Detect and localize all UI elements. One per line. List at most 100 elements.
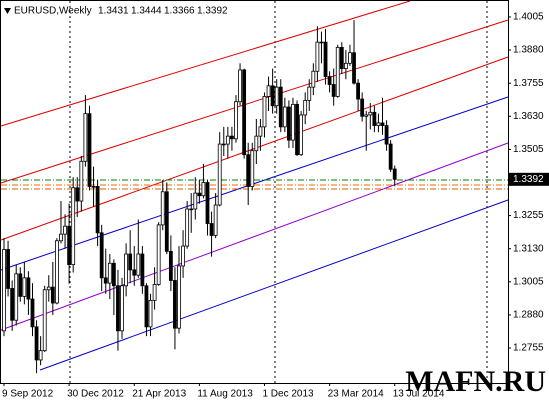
candle-body xyxy=(364,114,369,117)
candle-body xyxy=(164,191,169,252)
candle-body xyxy=(173,280,177,329)
candle-body xyxy=(14,273,19,321)
candle-body xyxy=(376,122,381,126)
candle-body xyxy=(10,288,15,321)
price-label: 1.3392 xyxy=(513,174,544,185)
candle-body xyxy=(120,285,124,332)
candle-body xyxy=(87,113,92,187)
candle-body xyxy=(291,103,295,141)
candle-body xyxy=(270,85,275,107)
period-separators xyxy=(69,1,488,383)
candle-body xyxy=(185,208,190,247)
x-tick-label: 9 Sep 2012 xyxy=(2,389,54,400)
watermark: MAFN.RU xyxy=(405,365,546,398)
candle-body xyxy=(75,187,80,202)
channel-line xyxy=(0,142,509,331)
candle-body xyxy=(303,99,308,116)
x-tick-label: 30 Dec 2012 xyxy=(67,389,124,400)
candle-body xyxy=(282,106,287,128)
candles xyxy=(2,20,397,374)
candle-body xyxy=(6,249,10,289)
candle-body xyxy=(140,253,145,287)
candle-body xyxy=(262,96,267,128)
candle-body xyxy=(384,125,389,145)
candle-body xyxy=(50,286,55,304)
candle-body xyxy=(116,285,120,332)
channels xyxy=(0,0,509,371)
candle-body xyxy=(246,154,251,187)
candle-body xyxy=(380,122,385,126)
candle-body xyxy=(315,41,320,72)
candle-body xyxy=(388,143,393,170)
candle-body xyxy=(335,47,340,97)
candle-body xyxy=(177,265,181,329)
candle-body xyxy=(91,186,96,188)
candle-body xyxy=(124,253,128,287)
y-tick-label: 1.3505 xyxy=(513,144,544,155)
candle-body xyxy=(352,52,356,84)
candle-body xyxy=(181,245,185,267)
x-tick-label: 11 Aug 2013 xyxy=(197,389,253,400)
header-high: 1.3444 xyxy=(131,6,162,17)
candle-body xyxy=(168,250,173,281)
y-tick-label: 1.3005 xyxy=(513,276,544,287)
candle-body xyxy=(34,326,39,361)
channel-line xyxy=(0,96,509,271)
header-low: 1.3366 xyxy=(164,6,195,17)
candle-body xyxy=(160,191,165,226)
y-tick-label: 1.3630 xyxy=(513,111,544,122)
candle-body xyxy=(238,69,242,103)
candle-body xyxy=(201,182,206,197)
candle-body xyxy=(307,86,312,101)
price-label-box xyxy=(508,172,549,186)
candle-body xyxy=(148,299,153,328)
chart-title: EURUSD,Weekly xyxy=(14,6,92,17)
candle-body xyxy=(71,187,76,266)
candle-body xyxy=(2,249,6,332)
candle-body xyxy=(225,135,230,145)
candle-body xyxy=(26,277,31,300)
candle-body xyxy=(128,253,133,271)
candle-body xyxy=(22,277,27,297)
candle-body xyxy=(343,62,348,70)
candle-body xyxy=(348,52,352,64)
candle-body xyxy=(331,84,336,97)
candle-body xyxy=(79,160,84,202)
candle-body xyxy=(55,240,59,304)
y-tick-label: 1.2755 xyxy=(513,343,544,354)
candle-body xyxy=(156,224,161,285)
candle-body xyxy=(38,350,43,361)
candle-body xyxy=(327,76,332,85)
candle-body xyxy=(274,86,279,107)
y-tick-label: 1.3130 xyxy=(513,243,544,254)
candle-body xyxy=(299,114,304,156)
candle-body xyxy=(323,41,328,77)
candle-body xyxy=(250,150,255,187)
candle-body xyxy=(230,135,234,140)
candle-body xyxy=(234,101,238,140)
x-tick-label: 23 Mar 2014 xyxy=(328,389,385,400)
candle-body xyxy=(18,273,23,297)
candle-body xyxy=(136,253,141,276)
candle-body xyxy=(242,69,247,156)
candle-body xyxy=(132,269,137,276)
candle-body xyxy=(360,98,365,117)
menu-icon xyxy=(4,8,11,14)
channel-line xyxy=(0,0,411,127)
candle-body xyxy=(368,111,373,116)
candle-body xyxy=(339,47,344,70)
candle-body xyxy=(42,289,47,352)
x-tick-label: 21 Apr 2013 xyxy=(132,389,186,400)
candle-body xyxy=(372,111,377,126)
y-tick-label: 1.4005 xyxy=(513,12,544,23)
header-close: 1.3392 xyxy=(197,6,228,17)
candle-body xyxy=(221,143,226,146)
candle-body xyxy=(209,223,214,236)
candle-body xyxy=(152,284,157,301)
candle-body xyxy=(30,298,35,328)
candle-body xyxy=(356,82,360,100)
candle-body xyxy=(392,168,397,180)
candle-body xyxy=(83,113,88,162)
